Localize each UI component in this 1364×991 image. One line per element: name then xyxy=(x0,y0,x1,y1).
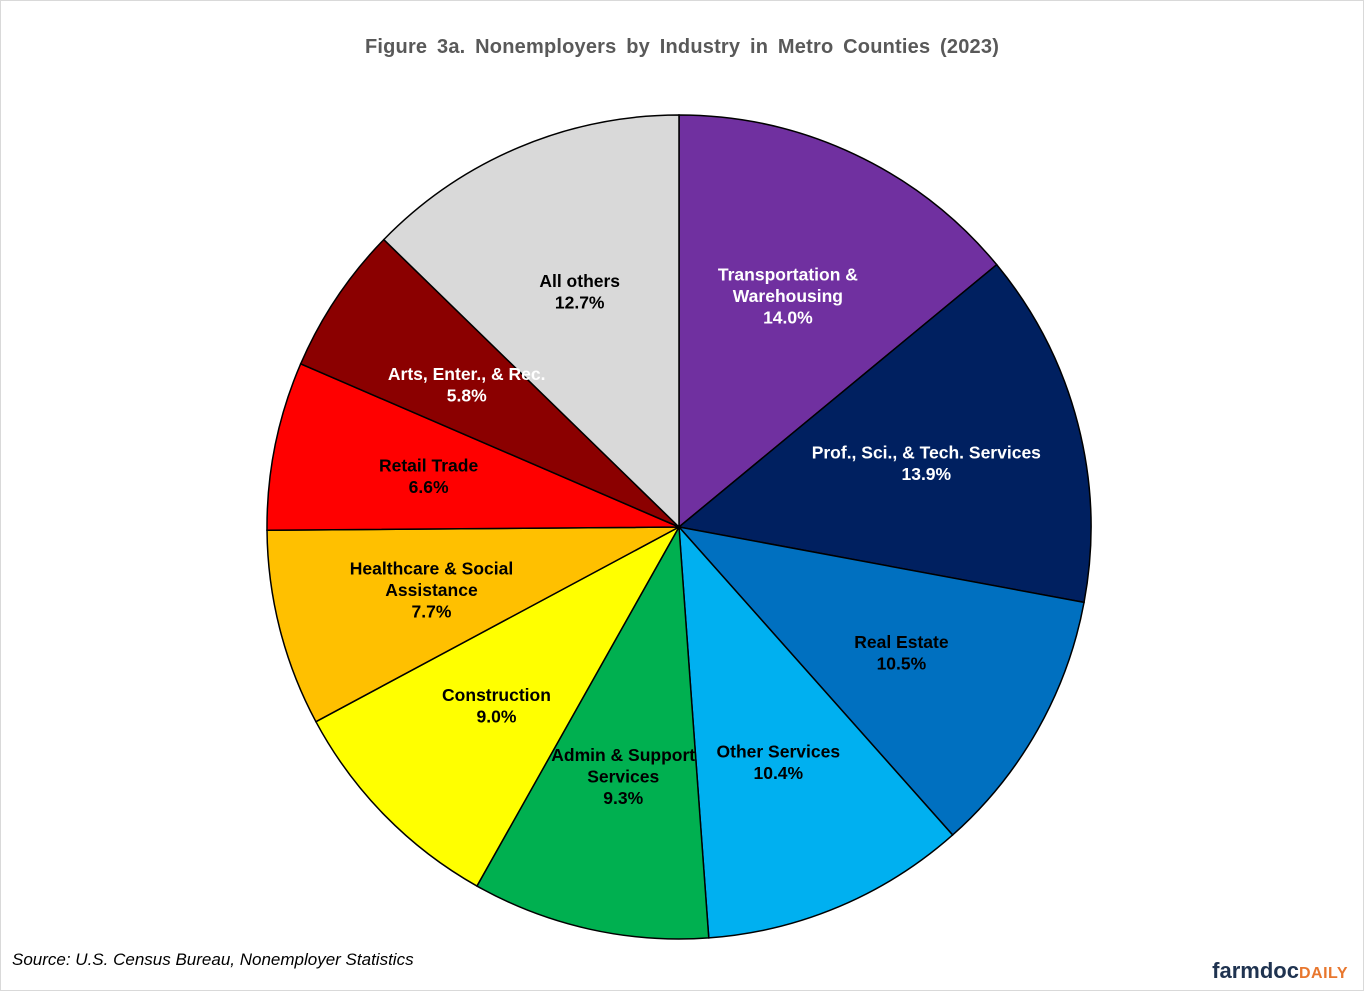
slice-category-label: Retail Trade xyxy=(379,456,478,476)
pie-slice-retail-trade xyxy=(266,362,680,531)
pie-slice-transportation-warehousing xyxy=(678,114,998,529)
slice-category-label: All others xyxy=(539,271,620,291)
pie-slices xyxy=(266,114,1092,940)
pie-labels: Transportation & Warehousing 14.0% Prof., S… xyxy=(350,264,1041,807)
slice-value-label: 5.8% xyxy=(447,386,487,406)
slice-label-other-services: Other Services 10.4% xyxy=(717,742,841,784)
pie-slice-construction xyxy=(314,525,681,888)
slice-value-label: 9.0% xyxy=(477,707,517,727)
slice-category-label: Construction xyxy=(442,685,551,705)
slice-label-all-others: All others 12.7% xyxy=(539,271,620,313)
slice-category-label: Services xyxy=(587,766,659,786)
pie-slice-other-services xyxy=(678,524,954,939)
slice-value-label: 14.0% xyxy=(763,307,813,327)
slice-label-construction: Construction 9.0% xyxy=(442,685,551,727)
slice-category-label: Transportation & xyxy=(718,264,858,284)
slice-value-label: 9.3% xyxy=(603,788,643,808)
slice-value-label: 10.5% xyxy=(877,653,927,673)
slice-label-retail-trade: Retail Trade 6.6% xyxy=(379,456,478,498)
slice-value-label: 10.4% xyxy=(753,763,803,783)
logo-main-text: farmdoc xyxy=(1212,958,1299,983)
slice-label-arts-enter-rec: Arts, Enter., & Rec. 5.8% xyxy=(388,364,546,406)
pie-slice-arts-enter-rec xyxy=(299,238,680,528)
slice-category-label: Admin & Support xyxy=(551,745,695,765)
slice-category-label: Real Estate xyxy=(854,632,949,652)
slice-category-label: Arts, Enter., & Rec. xyxy=(388,364,546,384)
slice-label-healthcare-social-assistance: Healthcare & Social Assistance 7.7% xyxy=(350,559,513,622)
slice-value-label: 6.6% xyxy=(409,477,449,497)
slice-label-real-estate: Real Estate 10.5% xyxy=(854,632,949,674)
slice-category-label: Warehousing xyxy=(733,286,843,306)
slice-category-label: Healthcare & Social xyxy=(350,559,513,579)
pie-slice-admin-support-services xyxy=(475,524,710,940)
slice-category-label: Other Services xyxy=(717,742,841,762)
chart-title: Figure 3a. Nonemployers by Industry in M… xyxy=(364,36,1000,58)
slice-category-label: Assistance xyxy=(385,580,478,600)
slice-value-label: 12.7% xyxy=(555,292,605,312)
slice-value-label: 13.9% xyxy=(901,464,951,484)
slice-label-transportation-warehousing: Transportation & Warehousing 14.0% xyxy=(718,264,858,327)
pie-slice-all-others xyxy=(382,114,680,529)
logo-sub-text: DAILY xyxy=(1298,965,1348,982)
pie-slice-healthcare-social-assistance xyxy=(266,526,680,723)
source-note: Source: U.S. Census Bureau, Nonemployer … xyxy=(12,950,414,969)
slice-label-admin-support-services: Admin & Support Services 9.3% xyxy=(551,745,695,808)
pie-slice-prof-sci-tech-services xyxy=(677,263,1092,604)
pie-slice-real-estate xyxy=(676,525,1085,837)
farmdoc-daily-logo: farmdocDAILY xyxy=(1212,958,1348,984)
slice-category-label: Prof., Sci., & Tech. Services xyxy=(812,442,1041,462)
slice-label-prof-sci-tech-services: Prof., Sci., & Tech. Services 13.9% xyxy=(812,442,1041,484)
slice-value-label: 7.7% xyxy=(412,602,452,622)
